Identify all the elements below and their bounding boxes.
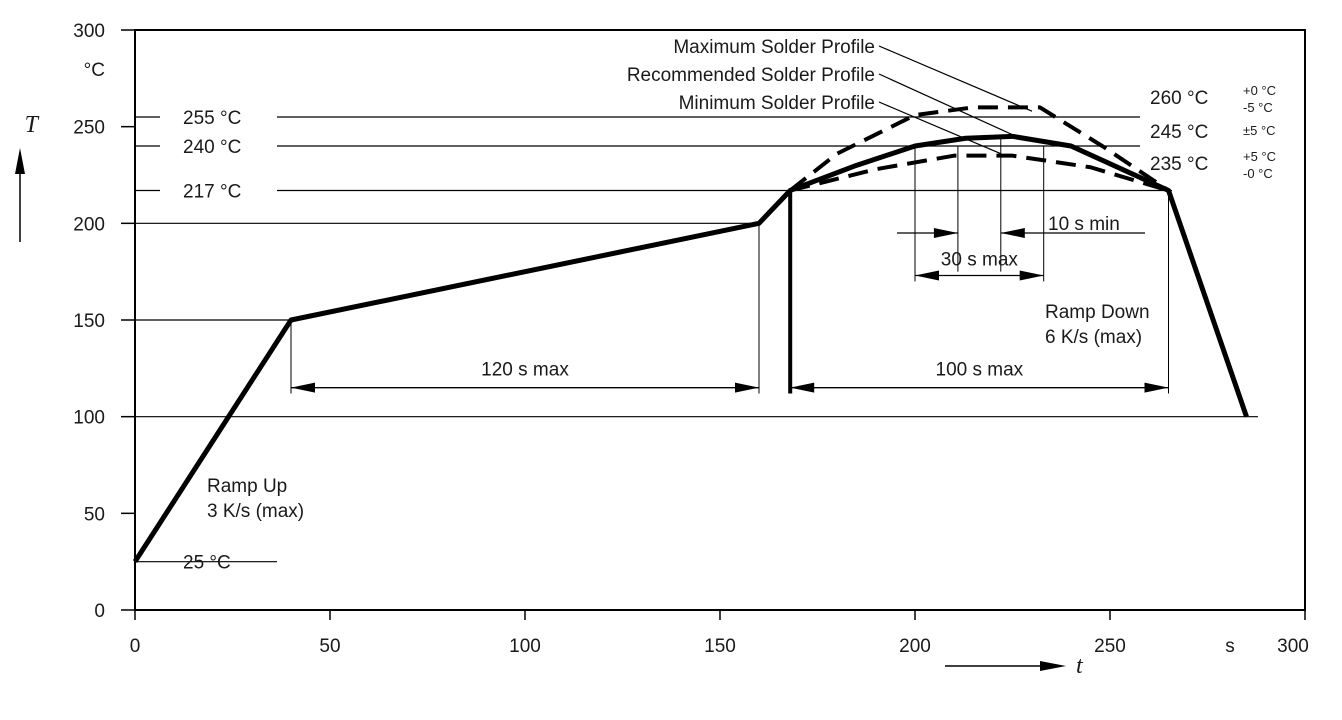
x-axis-symbol: t — [1076, 653, 1084, 679]
peak-label-0: 260 °C — [1150, 88, 1208, 109]
at-peak-arrow-left — [933, 228, 958, 238]
near-peak-arrow-right — [1019, 270, 1044, 281]
peak-label-2: 235 °C — [1150, 154, 1208, 175]
profile-label-0: Maximum Solder Profile — [673, 37, 875, 58]
profile-leader-2 — [878, 101, 1002, 155]
peak-tolerance-lower-2: -0 °C — [1243, 166, 1273, 181]
series-line-2 — [789, 153, 1170, 193]
y-tick-label-50: 50 — [84, 504, 105, 525]
y-tick-label-100: 100 — [73, 408, 105, 429]
near-peak-arrow-left — [915, 270, 939, 281]
labels: 255 °C 240 °C 217 °C 25 °C 120 s max 100 s ma… — [183, 37, 1276, 574]
above-liquidus-arrow-right — [1144, 382, 1169, 393]
ref-label-240: 240 °C — [183, 137, 241, 158]
y-tick-label-150: 150 — [73, 311, 105, 332]
x-tick-label-300: 300 — [1277, 636, 1309, 657]
peak-tolerance-upper-0: +0 °C — [1243, 83, 1276, 98]
preheat-label: 120 s max — [481, 360, 569, 381]
peak-tolerance-lower-0: -5 °C — [1243, 100, 1273, 115]
y-tick-label-0: 0 — [94, 601, 105, 622]
y-tick-label-300: 300 — [73, 21, 105, 42]
y-tick-label-200: 200 — [73, 214, 105, 235]
axes: 0 50 100 150 200 250 300 0 50 100 150 200 250 300 s °C T… — [15, 21, 1309, 679]
x-axis-arrowhead — [1040, 661, 1066, 671]
y-axis-arrowhead — [15, 148, 25, 174]
x-tick-label-250: 250 — [1094, 636, 1126, 657]
ramp-down-label-1: Ramp Down — [1045, 302, 1150, 323]
x-tick-label-50: 50 — [319, 636, 340, 657]
x-tick-label-200: 200 — [899, 636, 931, 657]
above-liquidus-label: 100 s max — [936, 360, 1024, 381]
preheat-arrow-right — [735, 382, 759, 393]
ref-label-25: 25 °C — [183, 553, 231, 574]
series-lines — [132, 105, 1249, 564]
series-line-1 — [788, 105, 1170, 193]
ref-label-255: 255 °C — [183, 108, 241, 129]
ref-label-217: 217 °C — [183, 181, 241, 202]
annotations — [291, 228, 1169, 393]
ramp-up-label-2: 3 K/s (max) — [207, 501, 304, 522]
peak-tolerance-1: ±5 °C — [1243, 123, 1276, 138]
near-peak-label: 30 s max — [941, 250, 1019, 271]
profile-leader-0 — [878, 45, 1033, 112]
x-tick-label-150: 150 — [704, 636, 736, 657]
x-unit-label: s — [1225, 636, 1235, 657]
profile-leader-1 — [878, 73, 1021, 139]
preheat-arrow-left — [291, 382, 315, 393]
y-axis-symbol: T — [25, 112, 40, 138]
above-liquidus-arrow-left — [790, 382, 815, 393]
at-peak-arrow-right — [1000, 228, 1025, 238]
profile-label-2: Minimum Solder Profile — [679, 93, 875, 114]
x-tick-label-100: 100 — [509, 636, 541, 657]
peak-tolerance-upper-2: +5 °C — [1243, 149, 1276, 164]
at-peak-label: 10 s min — [1048, 214, 1120, 235]
series-line-0 — [132, 133, 1249, 564]
profile-label-1: Recommended Solder Profile — [627, 65, 875, 86]
peak-label-1: 245 °C — [1150, 122, 1208, 143]
y-unit-label: °C — [84, 60, 105, 81]
ramp-up-label-1: Ramp Up — [207, 476, 287, 497]
x-tick-label-0: 0 — [130, 636, 141, 657]
ramp-down-label-2: 6 K/s (max) — [1045, 327, 1142, 348]
y-tick-label-250: 250 — [73, 118, 105, 139]
